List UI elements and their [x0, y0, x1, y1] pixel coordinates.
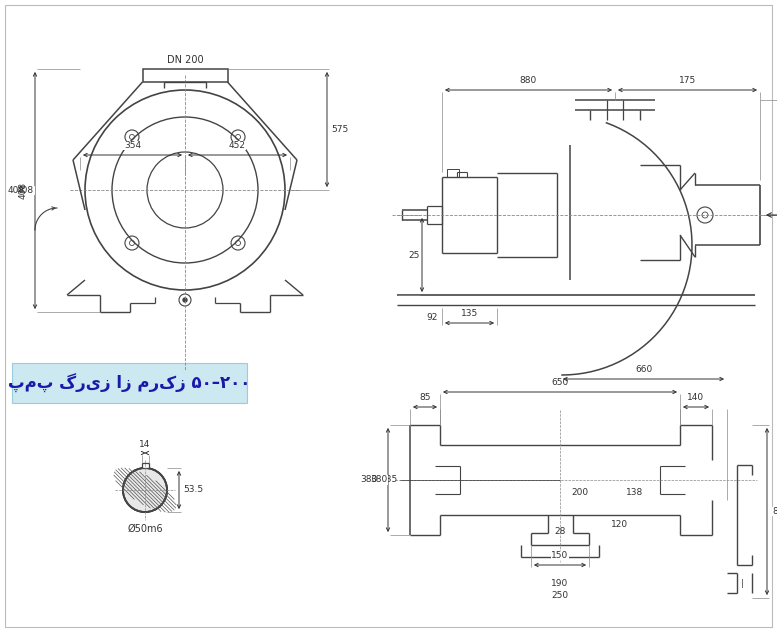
- Text: 650: 650: [552, 378, 569, 387]
- Text: 200: 200: [571, 488, 588, 497]
- Text: 250: 250: [552, 591, 569, 600]
- Text: 150: 150: [552, 551, 569, 560]
- Text: 175: 175: [679, 76, 696, 85]
- Text: 354: 354: [124, 141, 141, 150]
- Text: |: |: [740, 578, 744, 588]
- Circle shape: [123, 468, 167, 512]
- Circle shape: [183, 298, 187, 302]
- Text: 880: 880: [520, 76, 537, 85]
- Text: 140: 140: [688, 393, 705, 402]
- Text: 135: 135: [461, 309, 478, 318]
- Text: 85: 85: [420, 393, 430, 402]
- Text: 14: 14: [139, 440, 151, 449]
- Text: پمپ گریز از مرکز ۵۰–۲۰۰: پمپ گریز از مرکز ۵۰–۲۰۰: [9, 374, 251, 392]
- Text: 660: 660: [635, 365, 652, 374]
- Text: 452: 452: [229, 141, 246, 150]
- Text: Ø50m6: Ø50m6: [127, 524, 163, 534]
- Text: 335: 335: [381, 475, 398, 485]
- Bar: [141, 463, 148, 468]
- Text: 190: 190: [552, 579, 569, 588]
- Text: 25: 25: [409, 250, 420, 260]
- Bar: [447, 169, 459, 177]
- Text: 575: 575: [331, 125, 348, 134]
- Text: 408: 408: [19, 182, 28, 199]
- Text: 92: 92: [427, 313, 437, 322]
- Text: 380: 380: [361, 475, 378, 485]
- Text: 800: 800: [772, 507, 777, 516]
- Text: 408: 408: [17, 186, 34, 195]
- Text: 138: 138: [626, 488, 643, 497]
- Text: DN 200: DN 200: [167, 55, 204, 65]
- Text: 408: 408: [8, 186, 25, 195]
- Bar: [142, 69, 228, 82]
- Text: 53.5: 53.5: [183, 485, 203, 494]
- Text: 380: 380: [370, 475, 387, 485]
- Text: 120: 120: [611, 520, 629, 529]
- Text: 28: 28: [554, 527, 566, 536]
- FancyBboxPatch shape: [12, 363, 247, 403]
